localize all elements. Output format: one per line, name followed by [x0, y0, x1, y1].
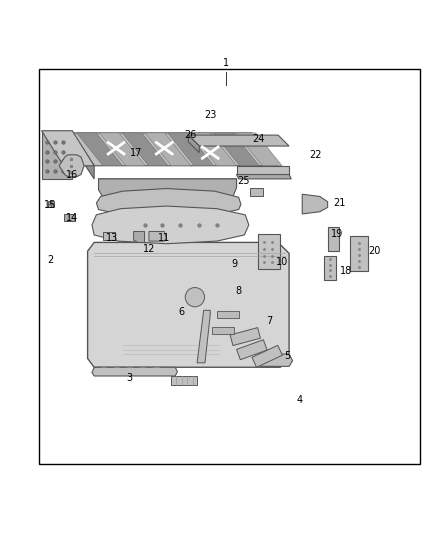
PathPatch shape: [168, 133, 214, 166]
Text: 10: 10: [276, 257, 289, 267]
PathPatch shape: [237, 174, 291, 179]
Text: 13: 13: [106, 233, 118, 243]
Text: 4: 4: [297, 395, 303, 405]
Text: 18: 18: [340, 266, 352, 276]
Text: 20: 20: [368, 246, 381, 256]
PathPatch shape: [250, 188, 263, 197]
PathPatch shape: [72, 133, 94, 179]
PathPatch shape: [99, 133, 145, 166]
Text: 23: 23: [204, 110, 216, 120]
PathPatch shape: [188, 135, 199, 152]
Text: 21: 21: [333, 198, 346, 208]
Text: 5: 5: [284, 351, 290, 361]
Text: 17: 17: [130, 148, 142, 158]
PathPatch shape: [350, 236, 368, 271]
Text: 7: 7: [266, 316, 272, 326]
PathPatch shape: [302, 194, 328, 214]
PathPatch shape: [42, 131, 72, 179]
Text: 22: 22: [309, 150, 321, 160]
Text: 25: 25: [237, 176, 249, 186]
Text: 24: 24: [252, 134, 265, 144]
Text: 19: 19: [331, 229, 343, 239]
PathPatch shape: [122, 133, 168, 166]
PathPatch shape: [197, 310, 210, 363]
PathPatch shape: [237, 166, 289, 174]
Circle shape: [185, 287, 205, 307]
Text: 11: 11: [158, 233, 170, 243]
PathPatch shape: [145, 133, 191, 166]
PathPatch shape: [42, 131, 94, 166]
PathPatch shape: [328, 227, 339, 251]
Text: 6: 6: [179, 308, 185, 318]
PathPatch shape: [237, 340, 267, 360]
PathPatch shape: [188, 135, 289, 146]
PathPatch shape: [258, 354, 293, 366]
PathPatch shape: [72, 133, 278, 166]
PathPatch shape: [217, 311, 239, 318]
PathPatch shape: [252, 345, 283, 367]
PathPatch shape: [230, 328, 261, 345]
PathPatch shape: [77, 133, 123, 166]
PathPatch shape: [92, 206, 249, 244]
Text: 1: 1: [223, 58, 229, 68]
PathPatch shape: [212, 327, 234, 334]
PathPatch shape: [59, 155, 84, 177]
Text: 9: 9: [231, 260, 237, 269]
Text: 14: 14: [66, 213, 78, 223]
PathPatch shape: [171, 376, 197, 385]
PathPatch shape: [96, 189, 241, 217]
PathPatch shape: [324, 255, 336, 280]
Text: 16: 16: [66, 169, 78, 180]
PathPatch shape: [149, 231, 166, 241]
PathPatch shape: [213, 133, 259, 166]
Text: 26: 26: [184, 130, 197, 140]
PathPatch shape: [134, 231, 145, 243]
PathPatch shape: [88, 243, 289, 367]
PathPatch shape: [99, 179, 237, 207]
Text: 8: 8: [236, 286, 242, 296]
PathPatch shape: [92, 367, 177, 376]
PathPatch shape: [99, 179, 237, 199]
Text: 2: 2: [47, 255, 53, 265]
Text: 12: 12: [143, 244, 155, 254]
Text: 3: 3: [126, 373, 132, 383]
PathPatch shape: [103, 232, 115, 240]
Text: 15: 15: [44, 200, 57, 210]
PathPatch shape: [64, 214, 75, 221]
PathPatch shape: [191, 133, 237, 166]
PathPatch shape: [258, 233, 280, 269]
PathPatch shape: [236, 133, 282, 166]
Bar: [39, 69, 420, 464]
